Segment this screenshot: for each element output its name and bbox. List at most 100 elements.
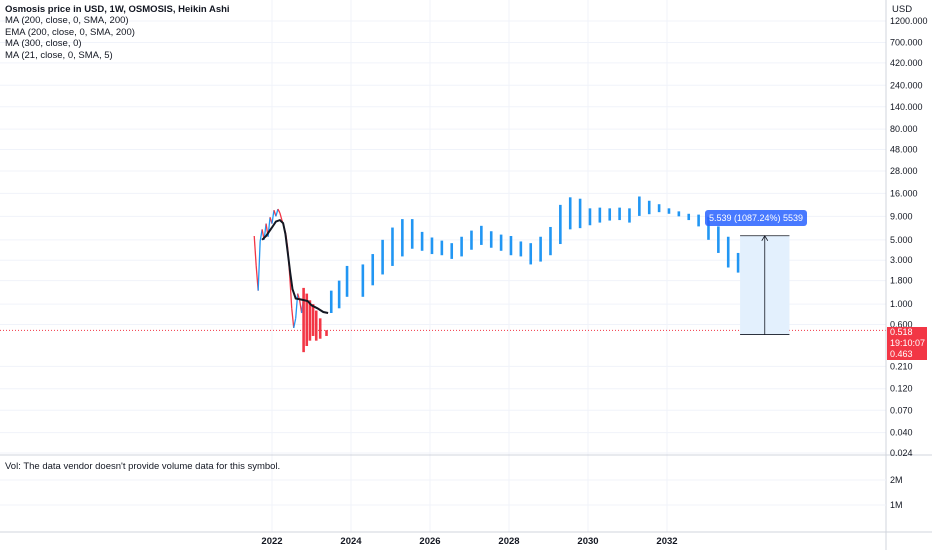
y-tick-label: 5.000 [890,235,913,245]
candle [519,241,523,257]
candle [337,280,341,309]
candle [588,208,592,226]
grid-horizontal [0,20,886,454]
y-tick-label: 28.000 [890,166,918,176]
y-tick-label: 0.070 [890,405,913,415]
candle [371,254,375,286]
measure-tool[interactable] [740,234,790,335]
candle [314,310,318,341]
candle [308,300,312,341]
y-tick-label: 420.000 [890,58,923,68]
y-tick-label: 1.000 [890,299,913,309]
candle [687,213,691,221]
candle [440,240,444,256]
volume-tick-label: 1M [890,500,903,510]
history-segment [257,241,261,291]
history-segment [275,208,279,217]
legend-indicator[interactable]: MA (300, close, 0) [5,38,82,50]
countdown-tag: 19:10:07 [887,338,927,349]
y-tick-label: 3.000 [890,255,913,265]
y-tick-label: 700.000 [890,38,923,48]
candle [717,226,720,253]
history-segment [259,229,263,242]
history-segment [293,318,297,329]
candle [401,219,404,257]
y-tick-label: 240.000 [890,80,923,90]
candle [361,264,365,297]
y-tick-label: 140.000 [890,102,923,112]
legend-title[interactable]: Osmosis price in USD, 1W, OSMOSIS, Heiki… [5,4,230,15]
candle [430,237,434,255]
candle [568,197,572,230]
candle [329,290,333,313]
candle [697,214,700,227]
axis-currency-label: USD [892,4,913,15]
history-segment [271,210,275,224]
y-tick-label: 0.120 [890,384,913,394]
history-segment [289,276,293,309]
legend-indicator[interactable]: EMA (200, close, 0, SMA, 200) [5,26,135,38]
volume-tick-label: 2M [890,475,903,485]
candle [302,287,305,353]
x-tick-label: 2028 [498,536,519,547]
candle [628,208,631,223]
candle [499,234,503,251]
time-axis-ticks[interactable]: 2022 2024 2026 2028 2030 2032 [261,536,677,547]
y-tick-label: 0.024 [890,448,913,458]
grid-vertical [271,0,668,532]
candle [657,204,661,213]
candle [529,243,533,265]
candle [667,208,671,214]
volume-axis-ticks: 2M 1M [0,475,903,510]
candle [480,225,483,245]
history-segment [295,293,299,319]
x-tick-label: 2024 [340,536,362,547]
low-price-tag: 0.463 [887,349,927,360]
candle [638,196,641,216]
candle [489,231,493,248]
chart-legend: Osmosis price in USD, 1W, OSMOSIS, Heiki… [5,4,230,61]
legend-indicator[interactable]: MA (200, close, 0, SMA, 200) [5,15,129,27]
candle [677,211,681,217]
candle [559,204,562,245]
candle [578,198,582,229]
price-history [253,208,305,329]
history-segment [277,208,281,214]
candle [707,216,710,240]
candle [549,226,552,256]
candle [470,230,473,250]
y-tick-label: 0.040 [890,428,913,438]
y-tick-label: 1200.000 [890,16,928,26]
y-tick-label: 9.000 [890,211,913,221]
candle [736,252,740,273]
candle [618,207,621,221]
history-segment [253,235,257,266]
candle [391,227,394,266]
moving-average-line [261,218,329,314]
x-tick-label: 2032 [656,536,677,547]
candle [381,239,384,275]
candle [420,231,424,251]
price-axis-ticks[interactable]: 1200.000 700.000 420.000 240.000 140.000 80.0… [890,16,928,458]
measure-label[interactable]: 5.539 (1087.24%) 5539 [705,210,807,226]
candle [647,200,651,215]
history-segment [291,308,295,329]
candle [311,304,315,336]
y-tick-label: 1.800 [890,276,913,286]
x-tick-label: 2026 [419,536,440,547]
candle [509,236,513,256]
candle [325,330,328,336]
candle [460,236,463,257]
x-tick-label: 2022 [261,536,282,547]
candle [608,208,612,221]
candle [539,236,542,262]
candles [302,196,740,353]
candle [305,293,309,347]
history-segment [279,212,283,221]
y-tick-label: 0.600 [890,319,913,329]
y-tick-label: 16.000 [890,188,918,198]
volume-note: Vol: The data vendor doesn't provide vol… [5,461,281,472]
legend-indicator[interactable]: MA (21, close, 0, SMA, 5) [5,49,113,61]
